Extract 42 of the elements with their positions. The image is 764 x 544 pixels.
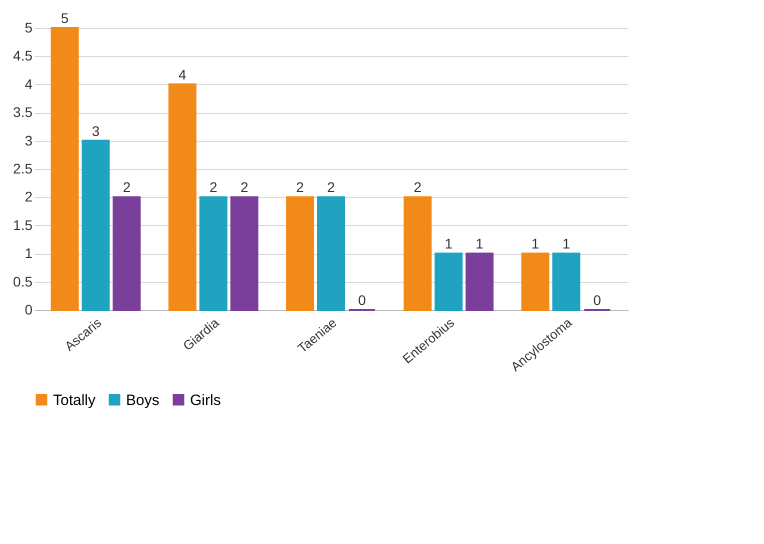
- bar: [404, 196, 432, 311]
- bar: [50, 27, 79, 311]
- data-label: 3: [92, 122, 100, 139]
- y-tick-label: 0: [24, 302, 33, 318]
- y-tick-label: 0.5: [13, 273, 33, 290]
- data-label: 0: [358, 292, 366, 308]
- data-label: 4: [178, 66, 187, 82]
- y-tick-label: 4.5: [13, 48, 33, 64]
- data-label: 2: [240, 179, 248, 196]
- bar: [552, 252, 580, 311]
- bar: [466, 252, 494, 311]
- data-label: 1: [444, 236, 453, 252]
- data-label: 1: [562, 236, 570, 252]
- y-tick-label: 1: [24, 245, 33, 262]
- data-label: 5: [60, 10, 69, 26]
- y-tick-label: 2.5: [13, 160, 33, 176]
- bar: [82, 140, 110, 311]
- y-tick-label: 5: [24, 20, 33, 36]
- bar: [112, 196, 141, 311]
- bar: [434, 252, 463, 311]
- y-tick-label: 3.5: [13, 104, 33, 120]
- data-label: 0: [593, 292, 602, 308]
- bar: [317, 196, 345, 311]
- data-label: 2: [122, 179, 131, 196]
- bar: [168, 83, 196, 311]
- data-label: 2: [327, 179, 336, 196]
- data-label: 2: [209, 179, 218, 196]
- y-tick-label: 1.5: [13, 216, 33, 233]
- y-tick-label: 4: [24, 76, 33, 92]
- bar: [286, 196, 314, 311]
- bar: [521, 252, 550, 311]
- bar: [230, 196, 258, 311]
- y-tick-label: 2: [24, 188, 33, 205]
- legend-label: Boys: [126, 392, 160, 409]
- bar: [199, 196, 228, 311]
- legend-label: Totally: [53, 392, 96, 409]
- data-label: 1: [531, 236, 540, 252]
- legend-label: Girls: [190, 392, 221, 409]
- data-label: 1: [476, 236, 484, 252]
- data-label: 2: [414, 179, 422, 196]
- y-tick-label: 3: [24, 132, 33, 148]
- data-label: 2: [296, 179, 304, 196]
